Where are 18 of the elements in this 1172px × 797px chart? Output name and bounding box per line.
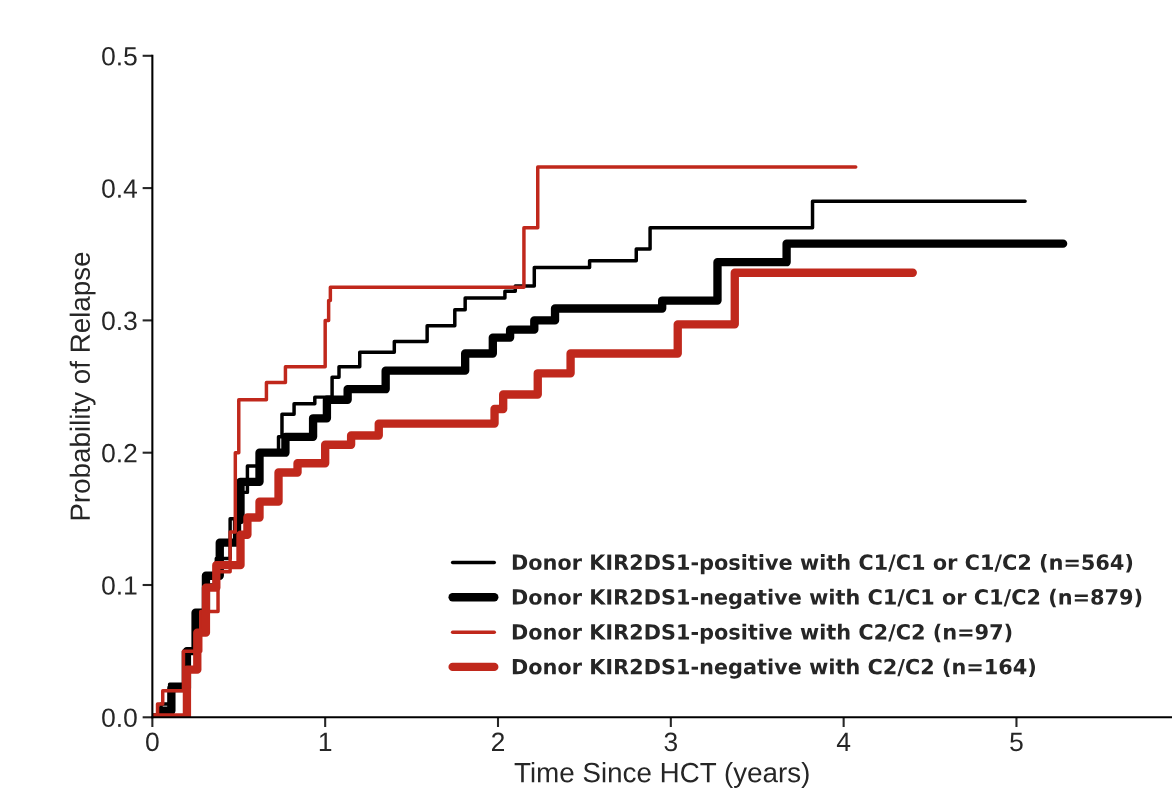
x-tick-label: 5 (1010, 732, 1023, 752)
x-tick-label: 4 (836, 732, 851, 752)
y-tick-label: 0.4 (102, 179, 138, 198)
legend-label: Donor KIR2DS1-negative with C2/C2 (n=164) (512, 658, 1035, 679)
y-tick-label: 0.3 (102, 311, 137, 331)
x-tick-label: 0 (146, 732, 159, 752)
x-axis-title: Time Since HCT (years) (514, 762, 809, 788)
legend-label: Donor KIR2DS1-positive with C2/C2 (n=97) (512, 623, 1012, 644)
y-tick-label: 0.2 (102, 443, 137, 463)
legend-label: Donor KIR2DS1-negative with C1/C1 or C1/C2 (n=879) (512, 588, 1142, 610)
legend-label: Donor KIR2DS1-positive with C1/C1 or C1/C2 (n=564) (512, 553, 1133, 575)
x-tick-label: 3 (664, 732, 677, 752)
y-tick-label: 0.5 (102, 46, 137, 66)
y-tick-label: 0.1 (102, 576, 137, 595)
y-axis-title: Probability of Relapse (69, 252, 96, 520)
x-tick-label: 2 (491, 732, 505, 752)
x-tick-label: 1 (319, 732, 332, 752)
y-tick-label: 0.0 (102, 708, 137, 728)
